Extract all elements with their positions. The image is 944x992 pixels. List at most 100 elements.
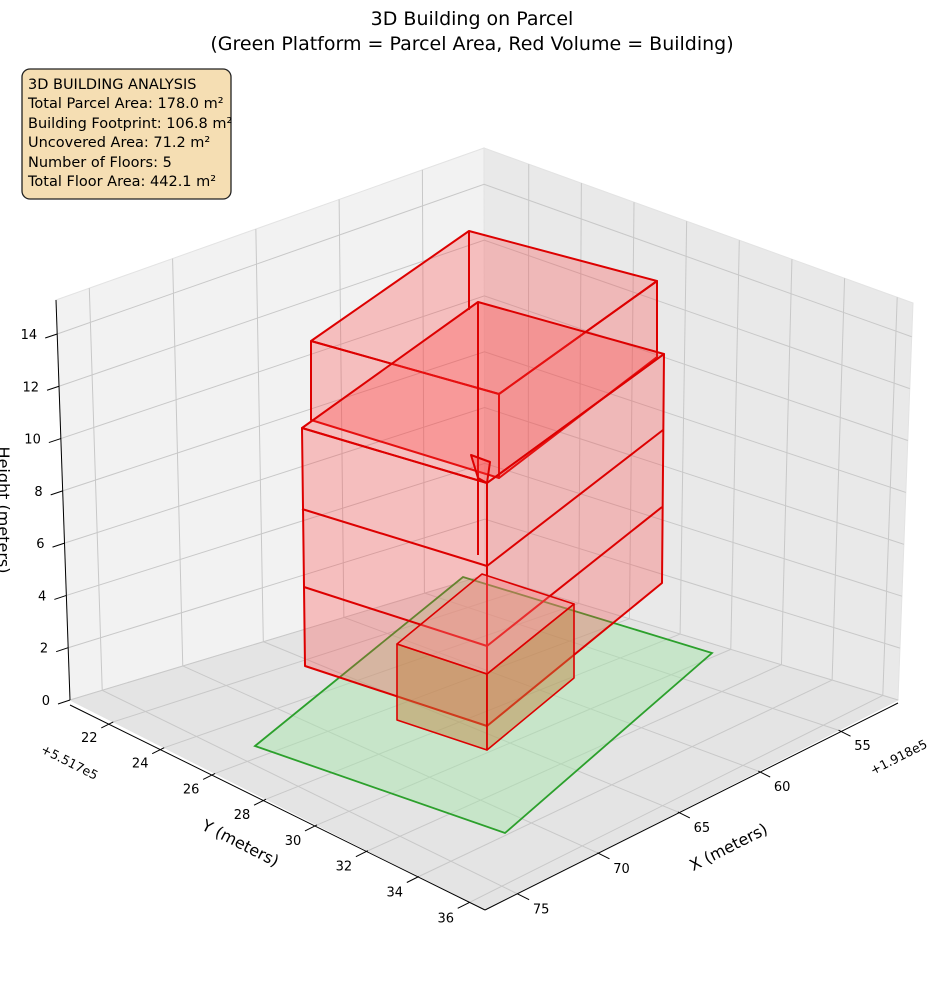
z-tick-mark [50,490,63,496]
y-tick-label: 24 [132,757,149,772]
y-tick-mark [355,850,369,858]
info-box-line-floor-area: Total Floor Area: 442.1 m² [27,174,216,190]
building-floor-line-2 [303,586,488,647]
parcel-platform [253,575,714,835]
z-tick-mark [54,594,67,600]
info-box-line-uncovered: Uncovered Area: 71.2 m² [28,135,210,151]
z-axis-line [55,299,71,701]
z-tick-label: 2 [40,642,48,657]
y-axis-line [69,704,486,911]
z-tick-label: 12 [22,380,39,395]
x-tick-mark [757,770,771,778]
x-gridline [343,616,759,772]
x-gridline [182,665,598,854]
x-gridline [101,689,518,895]
z-gridline [68,518,901,649]
x-offset-label: +1.918e5 [868,736,930,777]
y-tick-label: 22 [81,731,98,746]
y-gridline-vertical [628,202,635,619]
building-inner-court [470,454,491,484]
z-gridline [66,462,903,597]
y-tick-label: 32 [336,860,353,875]
x-tick-mark [838,729,851,737]
y-tick-mark [151,747,165,755]
building-floor-line-2b [486,506,663,647]
z-gridline [58,239,910,390]
x-tick-label: 75 [533,903,550,918]
z-gridline [57,183,912,338]
y-gridline-vertical [578,183,582,604]
y-gridline [469,694,884,903]
z-gridline [64,407,905,545]
y-gridline [367,664,782,852]
building-volume [301,230,665,727]
x-gridline-vertical [421,169,425,593]
x-gridline-vertical [338,199,345,618]
y-gridline [265,633,681,800]
z-gridline [60,295,908,441]
info-box-line-footprint: Building Footprint: 106.8 m² [28,116,232,132]
y-tick-mark [457,901,470,909]
z-tick-mark [52,542,65,548]
x-tick-label: 60 [774,780,791,795]
x-tick-label: 55 [854,739,871,754]
info-box-line-parcel-area: Total Parcel Area: 178.0 m² [27,96,224,112]
building-floor-line-1 [301,508,488,567]
z-tick-label: 14 [21,328,38,343]
info-box-title: 3D BUILDING ANALYSIS [28,77,196,93]
podium-top [396,573,575,675]
x-tick-label: 65 [694,821,711,836]
x-tick-label: 70 [613,862,630,877]
y-gridline [316,648,731,826]
z-tick-mark [46,385,60,391]
y-tick-label: 30 [285,834,302,849]
z-tick-label: 4 [38,589,46,604]
z-tick-mark [56,647,69,653]
grid-lines [57,164,912,903]
info-box-line-floors: Number of Floors: 5 [28,155,172,171]
z-tick-label: 6 [36,537,44,552]
y-gridline [418,679,833,877]
x-gridline [424,592,839,731]
y-gridline [214,618,630,774]
z-tick-mark [45,333,58,339]
y-gridline-vertical [780,259,793,665]
y-gridline-vertical [882,297,898,696]
y-tick-mark [304,824,318,832]
x-axis-line [484,702,899,911]
z-tick-mark [48,438,62,444]
building-floor-line-1b [486,429,664,567]
y-tick-mark [406,876,420,883]
z-tick-label: 8 [34,485,42,500]
x-gridline-vertical [172,258,184,666]
y-gridline-vertical [527,164,530,589]
y-gridline-vertical [730,240,740,650]
x-gridline [263,641,679,813]
x-gridline-vertical [88,288,103,691]
y-tick-mark [253,798,267,806]
analysis-info-box: 3D BUILDING ANALYSIS Total Parcel Area: … [21,68,232,200]
z-axis-label: Height (meters) [0,447,13,574]
chart-subtitle: (Green Platform = Parcel Area, Red Volum… [210,33,733,55]
z-gridline [62,351,907,493]
y-tick-label: 28 [234,808,251,823]
z-tick-label: 0 [42,694,50,709]
info-box-background [21,68,232,200]
y-tick-mark [202,772,216,780]
y-tick-label: 36 [437,911,454,926]
y-tick-label: 26 [183,782,200,797]
y-tick-label: 34 [387,886,404,901]
y-axis-label: Y (meters) [198,815,282,870]
x-tick-mark [677,811,691,819]
x-tick-mark [597,852,610,860]
y-offset-label: +5.517e5 [39,741,101,782]
y-gridline [113,587,529,723]
y-gridline-vertical [831,278,846,681]
z-tick-mark [57,699,71,705]
y-tick-mark [101,721,114,729]
chart-title: 3D Building on Parcel [371,8,574,30]
z-tick-label: 10 [24,433,41,448]
building-floor-top-right [498,280,658,479]
